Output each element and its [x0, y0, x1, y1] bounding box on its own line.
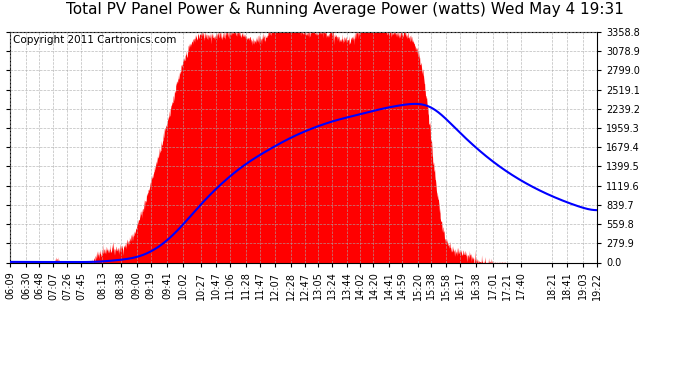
Text: Copyright 2011 Cartronics.com: Copyright 2011 Cartronics.com: [13, 35, 177, 45]
Text: Total PV Panel Power & Running Average Power (watts) Wed May 4 19:31: Total PV Panel Power & Running Average P…: [66, 2, 624, 17]
